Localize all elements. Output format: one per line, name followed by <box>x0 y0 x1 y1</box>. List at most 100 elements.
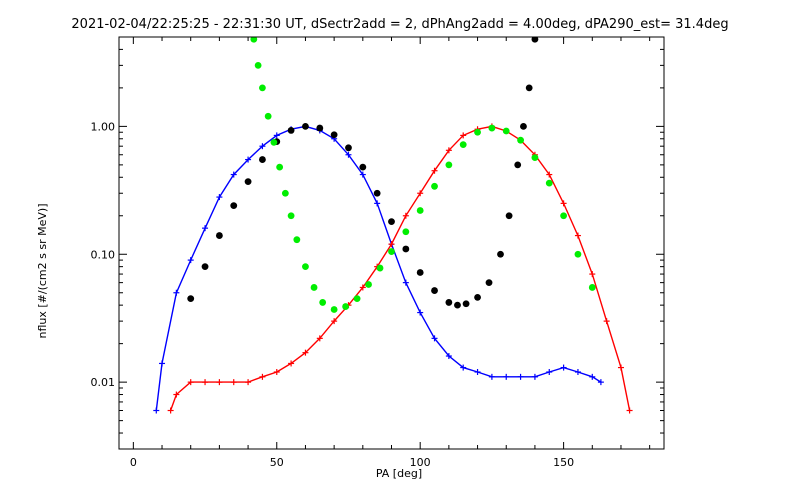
series-3-point <box>402 228 410 236</box>
series-1-point <box>273 369 280 376</box>
series-1-point <box>460 132 467 139</box>
series-3-point <box>259 84 266 92</box>
x-tick-label: 100 <box>410 456 431 469</box>
series-1-point <box>574 232 581 239</box>
series-2-point <box>454 301 461 309</box>
y-tick-label: 0.01 <box>91 376 116 389</box>
series-0-point <box>216 194 223 201</box>
series-0-point <box>359 171 366 178</box>
series-0-point <box>517 373 524 380</box>
series-1-point <box>288 360 295 367</box>
series-1-point <box>546 171 553 178</box>
series-3-point <box>287 212 295 220</box>
series-1-point <box>167 407 174 414</box>
plot-frame <box>118 36 665 450</box>
series-2-point <box>520 122 527 130</box>
series-2-point <box>416 269 424 276</box>
x-tick-label: 150 <box>553 456 574 469</box>
series-0-point <box>417 309 424 316</box>
series-1-point <box>431 167 438 174</box>
series-1-point <box>617 364 624 371</box>
series-0-point <box>488 373 495 380</box>
y-tick-label: 0.10 <box>91 248 116 261</box>
series-3-point <box>250 37 258 43</box>
chart-title: 2021-02-04/22:25:25 - 22:31:30 UT, dSect… <box>71 17 728 32</box>
series-3-point <box>293 236 301 244</box>
series-1-point <box>259 373 266 380</box>
x-tick-label: 50 <box>270 456 284 469</box>
series-0-point <box>345 151 352 158</box>
axis-ticks: 0 50 100 150 0.01 0.10 1.00 <box>91 36 664 469</box>
series-3-point <box>302 263 309 271</box>
series-0-point <box>560 364 567 371</box>
series-1-point <box>560 200 567 207</box>
series-0-point <box>445 353 452 360</box>
series-3-point <box>270 138 278 146</box>
series-1-point <box>173 391 180 398</box>
series-3-point <box>276 163 284 171</box>
series-2-point <box>345 144 352 152</box>
series-2-point <box>373 189 381 197</box>
series-3-point <box>431 182 438 190</box>
series-0-point <box>460 364 467 371</box>
series-0-point <box>503 373 510 380</box>
series-1-point <box>245 379 252 386</box>
series-0-point <box>402 279 409 286</box>
series-2-point <box>201 263 209 271</box>
series-2-point <box>474 293 481 301</box>
series-2-point <box>316 124 324 132</box>
series-3-point <box>365 281 372 288</box>
series-2-point <box>388 218 395 226</box>
series-3-point <box>574 250 582 258</box>
series-2-point <box>215 232 223 239</box>
series-3-point <box>488 124 496 132</box>
series-0-point <box>259 143 266 150</box>
series-2-point <box>485 279 493 287</box>
y-axis-label: nflux [#/(cm2 s sr MeV)] <box>36 204 49 339</box>
y-tick-label: 1.00 <box>91 120 116 133</box>
series-3-point <box>264 112 272 120</box>
series-2-point <box>445 299 453 306</box>
series-3-point <box>416 207 424 214</box>
series-2-point <box>462 300 470 308</box>
series-2-point <box>402 245 410 253</box>
series-3-point <box>502 127 510 135</box>
series-3-point <box>517 136 524 144</box>
series-3-point <box>459 141 467 149</box>
series-3-point <box>588 284 596 291</box>
series-3-point <box>474 128 481 136</box>
series-2-point <box>505 212 513 220</box>
series-0-point <box>187 257 194 264</box>
series-0-point <box>589 373 596 380</box>
series-2-point <box>525 84 533 92</box>
series-1-point <box>359 284 366 291</box>
series-1-point <box>589 271 596 278</box>
series-0-point <box>431 335 438 342</box>
series-1-point <box>302 349 309 356</box>
series-2-point <box>287 127 295 134</box>
plot-area <box>153 37 633 414</box>
series-0-point <box>159 360 166 367</box>
series-2-point <box>259 156 266 163</box>
series-0-point <box>173 289 180 296</box>
series-2-point <box>187 295 195 303</box>
series-1-point <box>626 407 633 414</box>
series-3-point <box>281 189 289 197</box>
series-3-point <box>560 212 568 220</box>
series-2-point <box>302 122 309 130</box>
series-3-point <box>342 303 350 310</box>
series-2-point <box>244 178 252 185</box>
series-3-point <box>545 179 553 187</box>
series-1-point <box>331 318 338 325</box>
series-1-point <box>230 379 237 386</box>
series-1-point <box>316 335 323 342</box>
series-2-point <box>514 161 522 169</box>
series-3-point <box>319 299 327 306</box>
series-1-point <box>445 147 452 154</box>
x-tick-label: 0 <box>130 456 137 469</box>
series-0-point <box>474 369 481 376</box>
series-1-point <box>417 190 424 197</box>
series-2-point <box>330 131 338 139</box>
series-0-point <box>546 369 553 376</box>
